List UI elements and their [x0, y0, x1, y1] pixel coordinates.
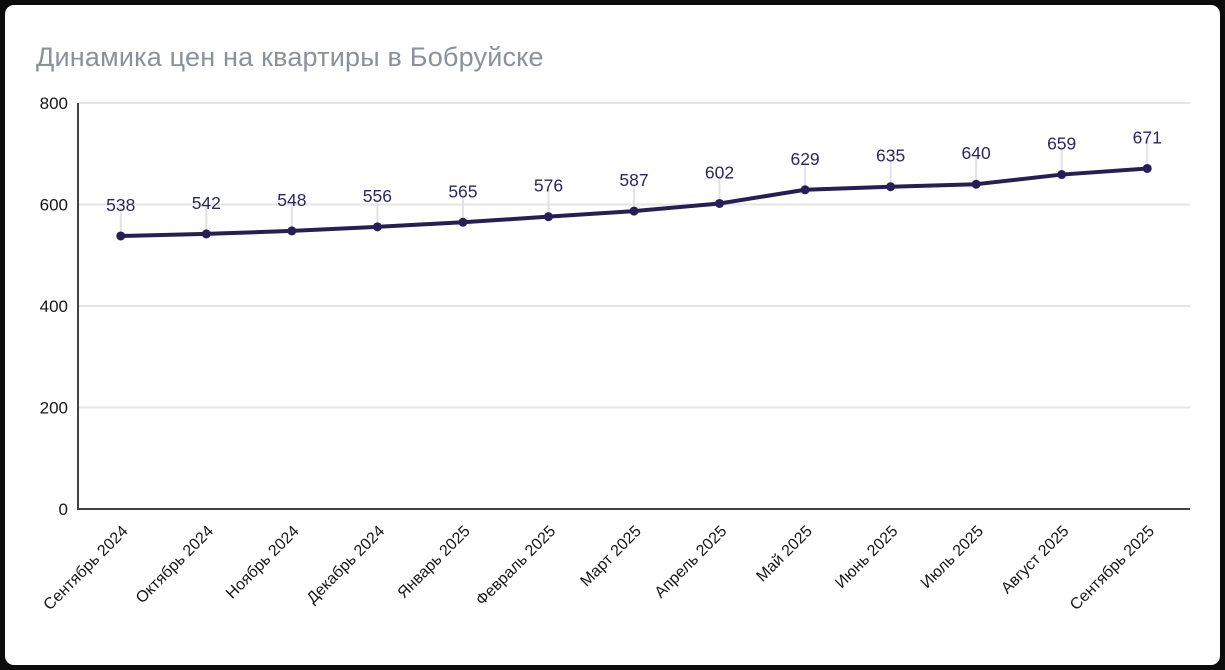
x-tick-label: Июнь 2025: [832, 523, 901, 592]
data-label: 556: [363, 186, 392, 206]
x-tick-label: Ноябрь 2024: [223, 523, 303, 603]
data-point: [287, 226, 297, 236]
data-label: 548: [277, 190, 306, 210]
x-tick-label: Август 2025: [998, 523, 1072, 597]
data-label: 587: [619, 170, 648, 190]
x-tick-label: Сентябрь 2025: [1067, 523, 1158, 614]
data-point: [458, 217, 468, 227]
x-tick-label: Декабрь 2024: [304, 523, 389, 608]
x-tick-label: Май 2025: [753, 523, 816, 586]
chart-card: Динамика цен на квартиры в Бобруйске 0 20…: [5, 5, 1220, 665]
x-tick-label: Март 2025: [577, 523, 644, 590]
data-label: 565: [448, 181, 477, 201]
data-point: [543, 212, 553, 222]
y-tick-label: 600: [40, 196, 68, 215]
data-point: [116, 231, 126, 241]
x-tick-label: Сентябрь 2024: [41, 523, 132, 614]
line-chart: 0 200 400 600 800 538 542 548 556 565 576 587 602 629…: [40, 94, 1190, 614]
data-label: 640: [962, 143, 991, 163]
data-point: [800, 185, 810, 195]
data-label: 576: [534, 176, 563, 196]
y-tick-label: 200: [40, 399, 68, 418]
data-label: 542: [192, 193, 221, 213]
data-label: 602: [705, 162, 734, 182]
data-label: 671: [1133, 127, 1162, 147]
x-tick-label: Июль 2025: [918, 523, 987, 592]
data-point: [1057, 170, 1067, 180]
data-point: [201, 229, 211, 239]
data-label: 629: [790, 149, 819, 169]
x-tick-label: Апрель 2025: [652, 523, 731, 602]
y-tick-label: 0: [59, 500, 68, 519]
data-point: [1142, 163, 1152, 173]
data-point: [886, 182, 896, 192]
data-point: [971, 179, 981, 189]
y-tick-label: 800: [40, 94, 68, 113]
data-label: 635: [876, 146, 905, 166]
data-label: 659: [1047, 134, 1076, 154]
x-tick-label: Январь 2025: [395, 523, 474, 602]
data-point: [372, 222, 382, 232]
data-point: [629, 206, 639, 216]
y-tick-label: 400: [40, 297, 68, 316]
x-tick-label: Октябрь 2024: [133, 523, 217, 607]
chart-title: Динамика цен на квартиры в Бобруйске: [36, 42, 544, 72]
x-tick-label: Февраль 2025: [473, 523, 559, 609]
data-point: [715, 198, 725, 208]
data-label: 538: [106, 195, 135, 215]
